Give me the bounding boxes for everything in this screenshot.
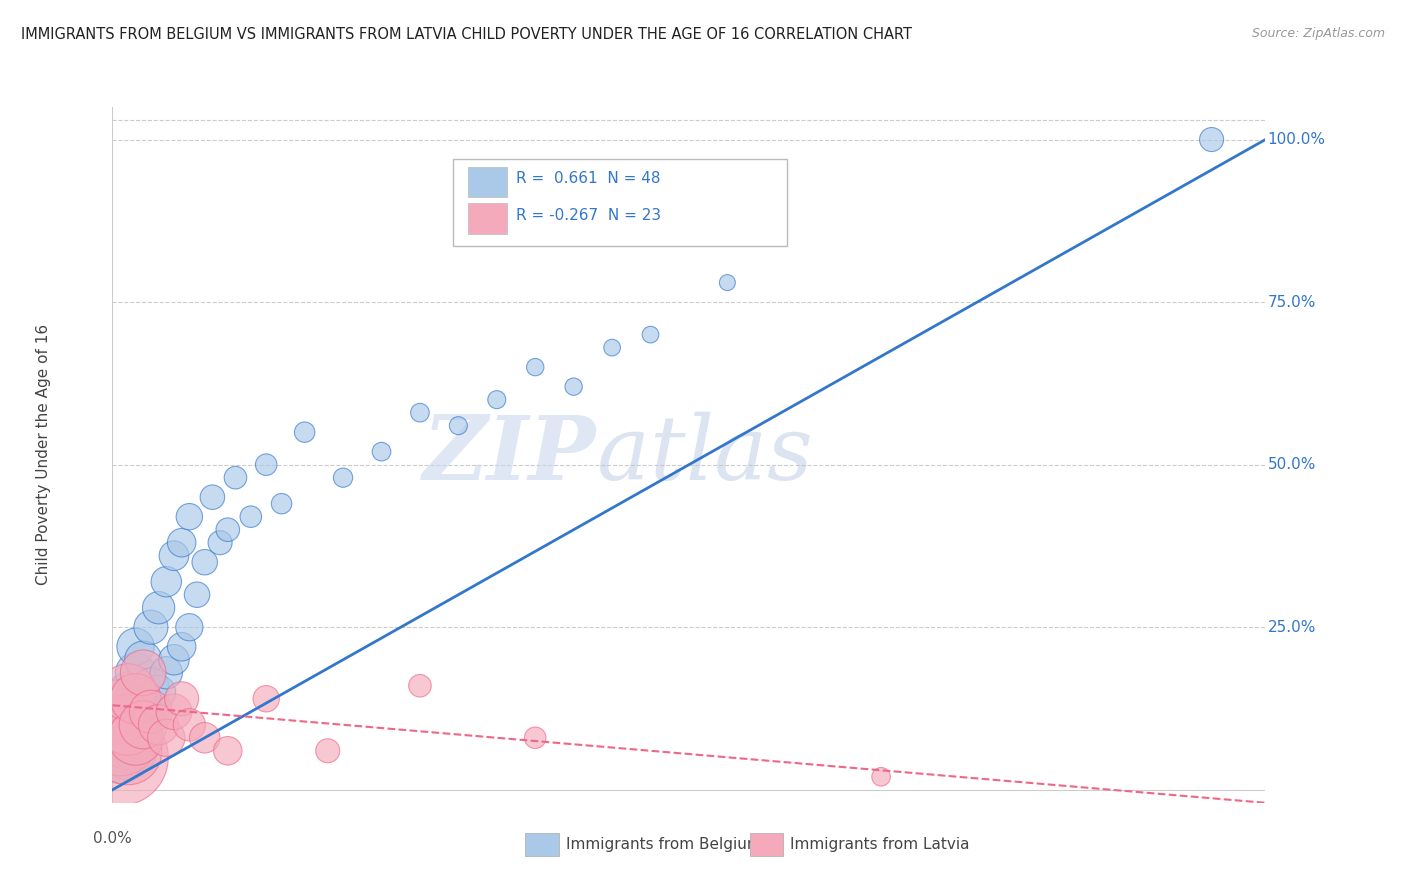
Point [201, 490, 224, 504]
Point [870, 770, 893, 784]
Point [239, 509, 262, 524]
Text: Immigrants from Latvia: Immigrants from Latvia [790, 837, 970, 852]
Text: IMMIGRANTS FROM BELGIUM VS IMMIGRANTS FROM LATVIA CHILD POVERTY UNDER THE AGE OF: IMMIGRANTS FROM BELGIUM VS IMMIGRANTS FR… [21, 27, 912, 42]
Point [124, 744, 146, 758]
Point [117, 750, 139, 764]
Point [194, 731, 217, 745]
Point [117, 685, 139, 699]
Point [108, 731, 131, 745]
Point [217, 523, 239, 537]
Point [254, 458, 277, 472]
Point [117, 737, 139, 751]
Point [108, 731, 131, 745]
Point [163, 653, 186, 667]
Text: ZIP: ZIP [423, 412, 596, 498]
Point [124, 718, 146, 732]
Point [485, 392, 508, 407]
Point [1201, 132, 1223, 146]
Point [524, 731, 547, 745]
Text: 75.0%: 75.0% [1268, 294, 1316, 310]
FancyBboxPatch shape [526, 833, 558, 856]
Point [170, 640, 193, 654]
Text: 50.0%: 50.0% [1268, 458, 1316, 472]
Point [132, 665, 155, 680]
Point [254, 691, 277, 706]
Point [217, 744, 239, 758]
Point [170, 535, 193, 549]
Point [409, 679, 432, 693]
Point [163, 705, 186, 719]
Point [139, 705, 162, 719]
Text: atlas: atlas [596, 411, 813, 499]
Point [716, 276, 738, 290]
Point [170, 691, 193, 706]
Point [155, 665, 177, 680]
Point [132, 691, 155, 706]
Text: Source: ZipAtlas.com: Source: ZipAtlas.com [1251, 27, 1385, 40]
Text: R =  0.661  N = 48: R = 0.661 N = 48 [516, 170, 661, 186]
Point [139, 705, 162, 719]
Point [139, 620, 162, 634]
Point [370, 444, 392, 458]
Point [447, 418, 470, 433]
FancyBboxPatch shape [468, 203, 506, 234]
Point [108, 750, 131, 764]
Point [600, 341, 623, 355]
Text: 0.0%: 0.0% [93, 830, 132, 846]
Point [562, 379, 585, 393]
Point [117, 718, 139, 732]
Point [132, 653, 155, 667]
Point [132, 731, 155, 745]
FancyBboxPatch shape [453, 159, 787, 246]
Point [194, 555, 217, 569]
Point [124, 731, 146, 745]
Point [179, 509, 201, 524]
Point [155, 731, 177, 745]
Point [124, 640, 146, 654]
Point [148, 685, 170, 699]
Point [108, 750, 131, 764]
Point [209, 535, 232, 549]
Point [224, 471, 246, 485]
Point [117, 685, 139, 699]
Point [179, 718, 201, 732]
Point [108, 718, 131, 732]
Point [124, 691, 146, 706]
Point [640, 327, 662, 342]
Point [524, 360, 547, 375]
Text: R = -0.267  N = 23: R = -0.267 N = 23 [516, 208, 661, 223]
Point [108, 705, 131, 719]
Point [117, 705, 139, 719]
Point [148, 600, 170, 615]
Text: Child Poverty Under the Age of 16: Child Poverty Under the Age of 16 [35, 325, 51, 585]
Point [163, 549, 186, 563]
FancyBboxPatch shape [468, 167, 506, 197]
Text: 25.0%: 25.0% [1268, 620, 1316, 635]
Point [294, 425, 316, 439]
FancyBboxPatch shape [749, 833, 783, 856]
Point [148, 718, 170, 732]
Point [139, 679, 162, 693]
Point [179, 620, 201, 634]
Point [155, 574, 177, 589]
Point [117, 744, 139, 758]
Point [186, 588, 208, 602]
Text: Immigrants from Belgium: Immigrants from Belgium [565, 837, 761, 852]
Point [332, 471, 354, 485]
Point [270, 497, 292, 511]
Point [409, 406, 432, 420]
Point [124, 665, 146, 680]
Text: 100.0%: 100.0% [1268, 132, 1326, 147]
Point [316, 744, 339, 758]
Point [132, 718, 155, 732]
